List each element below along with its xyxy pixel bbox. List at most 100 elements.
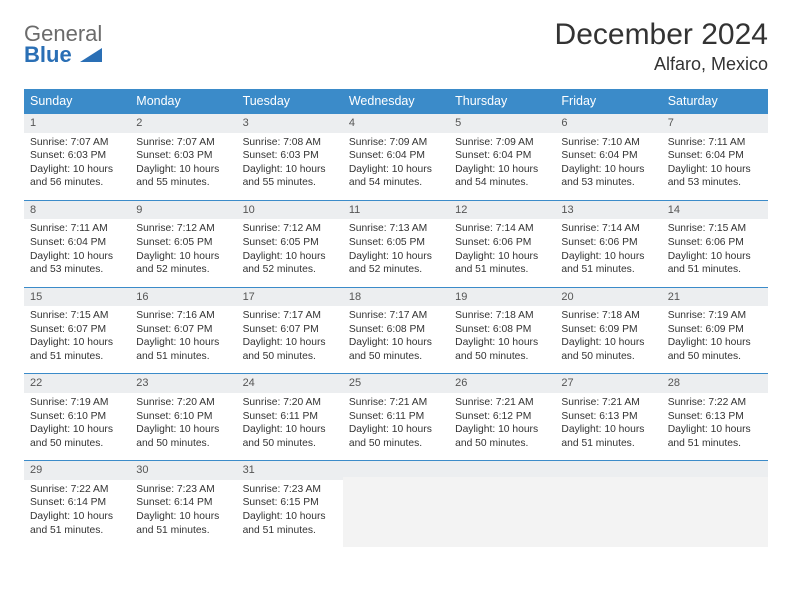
sunrise-text: Sunrise: 7:15 AM: [30, 309, 124, 323]
day-body: Sunrise: 7:20 AMSunset: 6:11 PMDaylight:…: [237, 395, 343, 450]
day-number: 2: [130, 114, 236, 133]
day-number: 3: [237, 114, 343, 133]
day-cell: 27Sunrise: 7:21 AMSunset: 6:13 PMDayligh…: [555, 373, 661, 460]
day-number: 6: [555, 114, 661, 133]
dayhead-monday: Monday: [130, 89, 236, 113]
day-cell: 21Sunrise: 7:19 AMSunset: 6:09 PMDayligh…: [662, 287, 768, 374]
day-body: Sunrise: 7:15 AMSunset: 6:06 PMDaylight:…: [662, 221, 768, 276]
day-body: Sunrise: 7:17 AMSunset: 6:08 PMDaylight:…: [343, 308, 449, 363]
day-number: 8: [24, 201, 130, 220]
sunrise-text: Sunrise: 7:09 AM: [349, 136, 443, 150]
sunrise-text: Sunrise: 7:21 AM: [349, 396, 443, 410]
sunset-text: Sunset: 6:13 PM: [561, 410, 655, 424]
logo-word-blue: Blue: [24, 42, 72, 67]
day-body: Sunrise: 7:16 AMSunset: 6:07 PMDaylight:…: [130, 308, 236, 363]
day-cell: 26Sunrise: 7:21 AMSunset: 6:12 PMDayligh…: [449, 373, 555, 460]
day-body: Sunrise: 7:07 AMSunset: 6:03 PMDaylight:…: [24, 135, 130, 190]
daylight-text: Daylight: 10 hours and 51 minutes.: [668, 250, 762, 277]
day-number: 19: [449, 288, 555, 307]
day-number: 25: [343, 374, 449, 393]
day-body: Sunrise: 7:21 AMSunset: 6:12 PMDaylight:…: [449, 395, 555, 450]
sunrise-text: Sunrise: 7:20 AM: [136, 396, 230, 410]
day-cell: 28Sunrise: 7:22 AMSunset: 6:13 PMDayligh…: [662, 373, 768, 460]
sunrise-text: Sunrise: 7:23 AM: [136, 483, 230, 497]
day-number: [555, 461, 661, 477]
day-number: 24: [237, 374, 343, 393]
day-cell: 17Sunrise: 7:17 AMSunset: 6:07 PMDayligh…: [237, 287, 343, 374]
day-body: Sunrise: 7:09 AMSunset: 6:04 PMDaylight:…: [449, 135, 555, 190]
sunset-text: Sunset: 6:15 PM: [243, 496, 337, 510]
daylight-text: Daylight: 10 hours and 50 minutes.: [349, 336, 443, 363]
daylight-text: Daylight: 10 hours and 56 minutes.: [30, 163, 124, 190]
sunset-text: Sunset: 6:06 PM: [455, 236, 549, 250]
day-body: Sunrise: 7:23 AMSunset: 6:15 PMDaylight:…: [237, 482, 343, 537]
day-number: 18: [343, 288, 449, 307]
day-body: Sunrise: 7:14 AMSunset: 6:06 PMDaylight:…: [449, 221, 555, 276]
sunrise-text: Sunrise: 7:07 AM: [136, 136, 230, 150]
day-cell: 14Sunrise: 7:15 AMSunset: 6:06 PMDayligh…: [662, 200, 768, 287]
day-body: Sunrise: 7:18 AMSunset: 6:08 PMDaylight:…: [449, 308, 555, 363]
day-cell: 5Sunrise: 7:09 AMSunset: 6:04 PMDaylight…: [449, 113, 555, 200]
day-body: Sunrise: 7:07 AMSunset: 6:03 PMDaylight:…: [130, 135, 236, 190]
day-body: Sunrise: 7:20 AMSunset: 6:10 PMDaylight:…: [130, 395, 236, 450]
empty-cell: [662, 460, 768, 547]
day-cell: 9Sunrise: 7:12 AMSunset: 6:05 PMDaylight…: [130, 200, 236, 287]
day-cell: 23Sunrise: 7:20 AMSunset: 6:10 PMDayligh…: [130, 373, 236, 460]
day-number: 30: [130, 461, 236, 480]
sunrise-text: Sunrise: 7:20 AM: [243, 396, 337, 410]
empty-cell: [343, 460, 449, 547]
day-cell: 16Sunrise: 7:16 AMSunset: 6:07 PMDayligh…: [130, 287, 236, 374]
day-body: Sunrise: 7:23 AMSunset: 6:14 PMDaylight:…: [130, 482, 236, 537]
day-body: Sunrise: 7:21 AMSunset: 6:11 PMDaylight:…: [343, 395, 449, 450]
day-number: 16: [130, 288, 236, 307]
daylight-text: Daylight: 10 hours and 50 minutes.: [455, 336, 549, 363]
day-number: 13: [555, 201, 661, 220]
day-body: Sunrise: 7:18 AMSunset: 6:09 PMDaylight:…: [555, 308, 661, 363]
sunset-text: Sunset: 6:12 PM: [455, 410, 549, 424]
empty-cell: [555, 460, 661, 547]
day-body: Sunrise: 7:12 AMSunset: 6:05 PMDaylight:…: [237, 221, 343, 276]
sunrise-text: Sunrise: 7:09 AM: [455, 136, 549, 150]
day-number: 10: [237, 201, 343, 220]
day-number: 4: [343, 114, 449, 133]
day-number: 21: [662, 288, 768, 307]
daylight-text: Daylight: 10 hours and 53 minutes.: [30, 250, 124, 277]
day-number: 7: [662, 114, 768, 133]
day-body: Sunrise: 7:11 AMSunset: 6:04 PMDaylight:…: [24, 221, 130, 276]
sunset-text: Sunset: 6:08 PM: [349, 323, 443, 337]
sunrise-text: Sunrise: 7:22 AM: [668, 396, 762, 410]
daylight-text: Daylight: 10 hours and 51 minutes.: [455, 250, 549, 277]
sunset-text: Sunset: 6:07 PM: [136, 323, 230, 337]
sunrise-text: Sunrise: 7:21 AM: [455, 396, 549, 410]
day-cell: 3Sunrise: 7:08 AMSunset: 6:03 PMDaylight…: [237, 113, 343, 200]
daylight-text: Daylight: 10 hours and 51 minutes.: [136, 336, 230, 363]
sunset-text: Sunset: 6:03 PM: [30, 149, 124, 163]
sunrise-text: Sunrise: 7:08 AM: [243, 136, 337, 150]
day-cell: 2 Sunrise: 7:07 AMSunset: 6:03 PMDaylight…: [130, 113, 236, 200]
sunrise-text: Sunrise: 7:14 AM: [561, 222, 655, 236]
logo-text: General Blue: [24, 24, 102, 66]
day-body: Sunrise: 7:22 AMSunset: 6:14 PMDaylight:…: [24, 482, 130, 537]
daylight-text: Daylight: 10 hours and 51 minutes.: [668, 423, 762, 450]
day-body: Sunrise: 7:15 AMSunset: 6:07 PMDaylight:…: [24, 308, 130, 363]
dayhead-sunday: Sunday: [24, 89, 130, 113]
day-number: 11: [343, 201, 449, 220]
day-number: [343, 461, 449, 477]
day-number: 27: [555, 374, 661, 393]
day-body: Sunrise: 7:13 AMSunset: 6:05 PMDaylight:…: [343, 221, 449, 276]
day-number: [449, 461, 555, 477]
sunrise-text: Sunrise: 7:11 AM: [30, 222, 124, 236]
daylight-text: Daylight: 10 hours and 52 minutes.: [349, 250, 443, 277]
day-cell: 20Sunrise: 7:18 AMSunset: 6:09 PMDayligh…: [555, 287, 661, 374]
daylight-text: Daylight: 10 hours and 50 minutes.: [349, 423, 443, 450]
dayhead-wednesday: Wednesday: [343, 89, 449, 113]
day-cell: 11Sunrise: 7:13 AMSunset: 6:05 PMDayligh…: [343, 200, 449, 287]
sunrise-text: Sunrise: 7:22 AM: [30, 483, 124, 497]
sunrise-text: Sunrise: 7:13 AM: [349, 222, 443, 236]
day-number: 29: [24, 461, 130, 480]
sunrise-text: Sunrise: 7:10 AM: [561, 136, 655, 150]
daylight-text: Daylight: 10 hours and 52 minutes.: [243, 250, 337, 277]
daylight-text: Daylight: 10 hours and 54 minutes.: [349, 163, 443, 190]
day-cell: 4Sunrise: 7:09 AMSunset: 6:04 PMDaylight…: [343, 113, 449, 200]
calendar-grid: SundayMondayTuesdayWednesdayThursdayFrid…: [24, 89, 768, 547]
